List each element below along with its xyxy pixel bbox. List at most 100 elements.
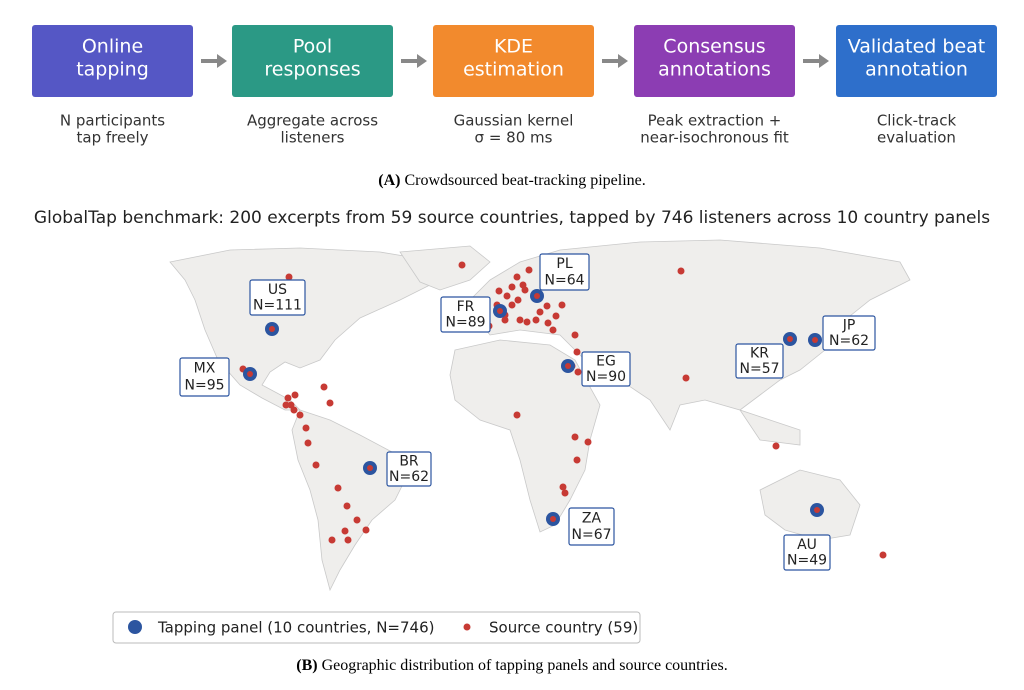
panel-n: N=89 <box>445 315 485 331</box>
caption: (A) Crowdsourced beat-tracking pipeline. <box>378 172 645 189</box>
legend-box <box>112 611 641 644</box>
panel-n: N=57 <box>739 361 779 377</box>
panel-marker-core <box>550 516 556 522</box>
panel-n: N=49 <box>787 553 827 569</box>
source-dot <box>543 302 551 310</box>
step-title: Consensus <box>663 36 765 58</box>
source-dot <box>312 461 320 469</box>
caption: (B) Geographic distribution of tapping p… <box>296 657 727 674</box>
step-desc: Peak extraction + <box>648 112 782 130</box>
panel-code: BR <box>399 454 419 470</box>
source-dot <box>282 401 290 409</box>
source-dot <box>571 433 579 441</box>
source-dot <box>532 316 540 324</box>
panel-label-box <box>539 253 590 291</box>
caption-label: (A) <box>378 172 400 189</box>
panel-marker-core <box>247 371 253 377</box>
arrow-head <box>217 54 227 68</box>
source-dot <box>571 331 579 339</box>
panel-marker-core <box>497 308 503 314</box>
panel-label-box <box>179 357 230 397</box>
panel-n: N=62 <box>829 333 869 349</box>
panel-code: AU <box>797 537 817 553</box>
panel-code: MX <box>194 361 216 377</box>
source-dot <box>574 368 582 376</box>
panel-code: JP <box>842 318 856 334</box>
step-desc: evaluation <box>877 129 956 147</box>
step-title: responses <box>264 59 360 81</box>
source-dot <box>341 527 349 535</box>
source-dot <box>458 261 466 269</box>
source-dot <box>508 301 516 309</box>
panel-marker-core <box>565 363 571 369</box>
source-dot <box>682 374 690 382</box>
pipeline-box <box>634 25 795 97</box>
source-dot <box>344 536 352 544</box>
source-dot <box>516 316 524 324</box>
source-dot <box>561 489 569 497</box>
panel-marker-core <box>787 336 793 342</box>
source-dot <box>573 348 581 356</box>
step-desc: Aggregate across <box>247 112 378 130</box>
panel-code: FR <box>457 299 475 315</box>
panel-n: N=64 <box>544 272 584 288</box>
source-dot <box>501 316 509 324</box>
pipeline-box <box>836 25 997 97</box>
source-dot <box>320 383 328 391</box>
legend-panel-marker <box>128 620 142 634</box>
step-title: annotation <box>865 59 968 81</box>
panel-label-box <box>386 451 432 487</box>
panel-marker-core <box>269 326 275 332</box>
source-dot <box>879 551 887 559</box>
panel-n: N=67 <box>571 527 611 543</box>
source-dot <box>353 516 361 524</box>
source-dot <box>495 287 503 295</box>
source-dot <box>677 267 685 275</box>
panel-label-box <box>735 343 784 379</box>
step-title: Pool <box>293 36 332 58</box>
pipeline-box <box>232 25 393 97</box>
source-dot <box>296 411 304 419</box>
panel-marker-core <box>367 465 373 471</box>
step-title: annotations <box>658 59 771 81</box>
panel-code: KR <box>750 346 769 362</box>
source-dot <box>326 399 334 407</box>
legend-source-dot <box>463 623 471 631</box>
source-dot <box>558 301 566 309</box>
caption-label: (B) <box>296 657 317 674</box>
step-title: estimation <box>463 59 564 81</box>
map-title: GlobalTap benchmark: 200 excerpts from 5… <box>34 208 990 228</box>
source-dot <box>549 326 557 334</box>
step-title: tapping <box>76 59 149 81</box>
panel-code: PL <box>556 256 572 272</box>
source-dot <box>290 406 298 414</box>
caption-text: Crowdsourced beat-tracking pipeline. <box>404 172 645 189</box>
source-dot <box>514 296 522 304</box>
pipeline-box <box>433 25 594 97</box>
source-dot <box>328 536 336 544</box>
source-dot <box>772 442 780 450</box>
source-dot <box>513 411 521 419</box>
panel-n: N=111 <box>253 298 302 314</box>
step-desc: listeners <box>281 129 345 147</box>
source-dot <box>521 286 529 294</box>
source-dot <box>552 312 560 320</box>
step-desc: σ = 80 ms <box>475 129 553 147</box>
step-desc: tap freely <box>77 129 149 147</box>
pipeline-box <box>32 25 193 97</box>
panel-n: N=90 <box>586 369 626 385</box>
source-dot <box>291 391 299 399</box>
panel-label-box <box>249 279 306 316</box>
source-dot <box>343 502 351 510</box>
step-desc: Click-track <box>877 112 957 130</box>
step-title: Validated beat <box>848 36 986 58</box>
panel-n: N=62 <box>389 469 429 485</box>
step-desc: near-isochronous fit <box>640 129 789 147</box>
panel-label-box <box>440 296 491 333</box>
source-dot <box>544 319 552 327</box>
caption-text: Geographic distribution of tapping panel… <box>322 657 728 674</box>
panel-marker-core <box>812 337 818 343</box>
arrow-head <box>819 54 829 68</box>
arrow-head <box>618 54 628 68</box>
